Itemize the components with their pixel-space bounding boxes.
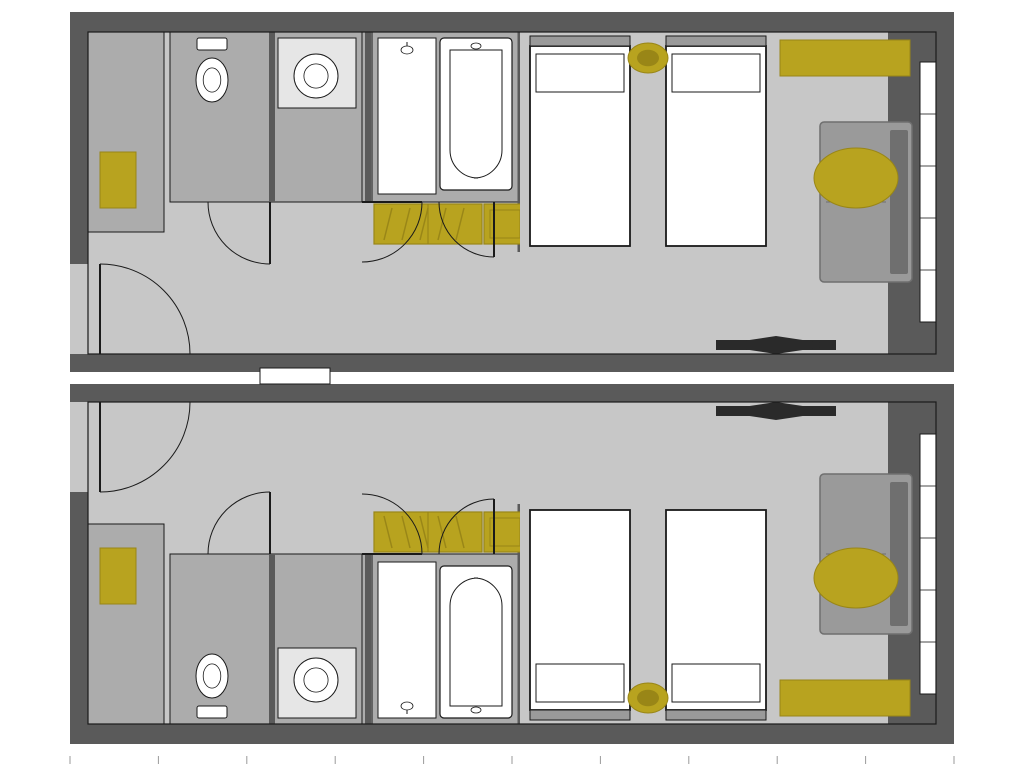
unit-bottom — [70, 384, 954, 744]
floorplan-svg — [0, 0, 1024, 768]
floorplan-container: { "canvas": { "width": 1024, "height": 7… — [0, 0, 1024, 768]
unit-top — [70, 12, 954, 372]
